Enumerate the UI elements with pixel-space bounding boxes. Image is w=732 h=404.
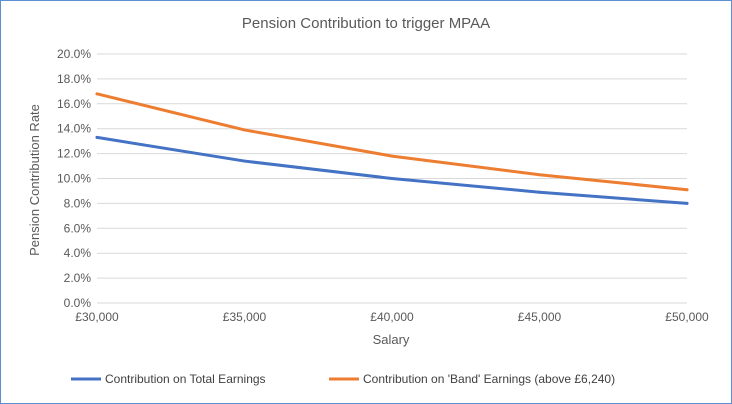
y-tick-label: 18.0%: [57, 72, 91, 86]
series-line-0: [95, 135, 689, 205]
x-tick-label: £35,000: [223, 310, 267, 324]
y-tick-label: 10.0%: [57, 172, 91, 186]
y-tick-label: 0.0%: [64, 296, 92, 310]
x-tick-label: £45,000: [518, 310, 562, 324]
series-line-1: [95, 92, 689, 192]
data-point: [243, 128, 246, 132]
y-tick-label: 2.0%: [64, 271, 92, 285]
y-tick-labels: 0.0% 2.0% 4.0% 6.0% 8.0% 10.0% 12.0% 14.0% 16.0%…: [57, 47, 91, 310]
x-tick-labels: £30,000 £35,000 £40,000 £45,000 £50,000: [75, 310, 709, 324]
chart-title: Pension Contribution to trigger MPAA: [242, 15, 490, 32]
series-layer: [95, 92, 689, 205]
legend: Contribution on Total Earnings Contributi…: [71, 372, 615, 386]
y-axis-label: Pension Contribution Rate: [27, 104, 42, 256]
data-point: [538, 173, 541, 177]
y-tick-label: 16.0%: [57, 97, 91, 111]
x-axis-label: Salary: [373, 332, 410, 347]
data-point: [95, 92, 99, 96]
y-tick-label: 14.0%: [57, 122, 91, 136]
y-tick-label: 8.0%: [64, 196, 92, 210]
x-tick-label: £40,000: [370, 310, 414, 324]
data-point: [538, 190, 541, 194]
data-point: [243, 159, 246, 163]
x-tick-label: £50,000: [665, 310, 709, 324]
data-point: [95, 135, 99, 139]
data-point: [390, 154, 394, 158]
y-tick-label: 20.0%: [57, 47, 91, 61]
y-tick-label: 12.0%: [57, 147, 91, 161]
y-tick-label: 6.0%: [64, 221, 92, 235]
data-point: [390, 177, 394, 180]
legend-label: Contribution on Total Earnings: [105, 372, 266, 386]
legend-label: Contribution on 'Band' Earnings (above £…: [363, 372, 615, 386]
x-tick-label: £30,000: [75, 310, 119, 324]
data-point: [685, 201, 689, 205]
data-point: [685, 188, 689, 192]
y-tick-label: 4.0%: [64, 246, 92, 260]
